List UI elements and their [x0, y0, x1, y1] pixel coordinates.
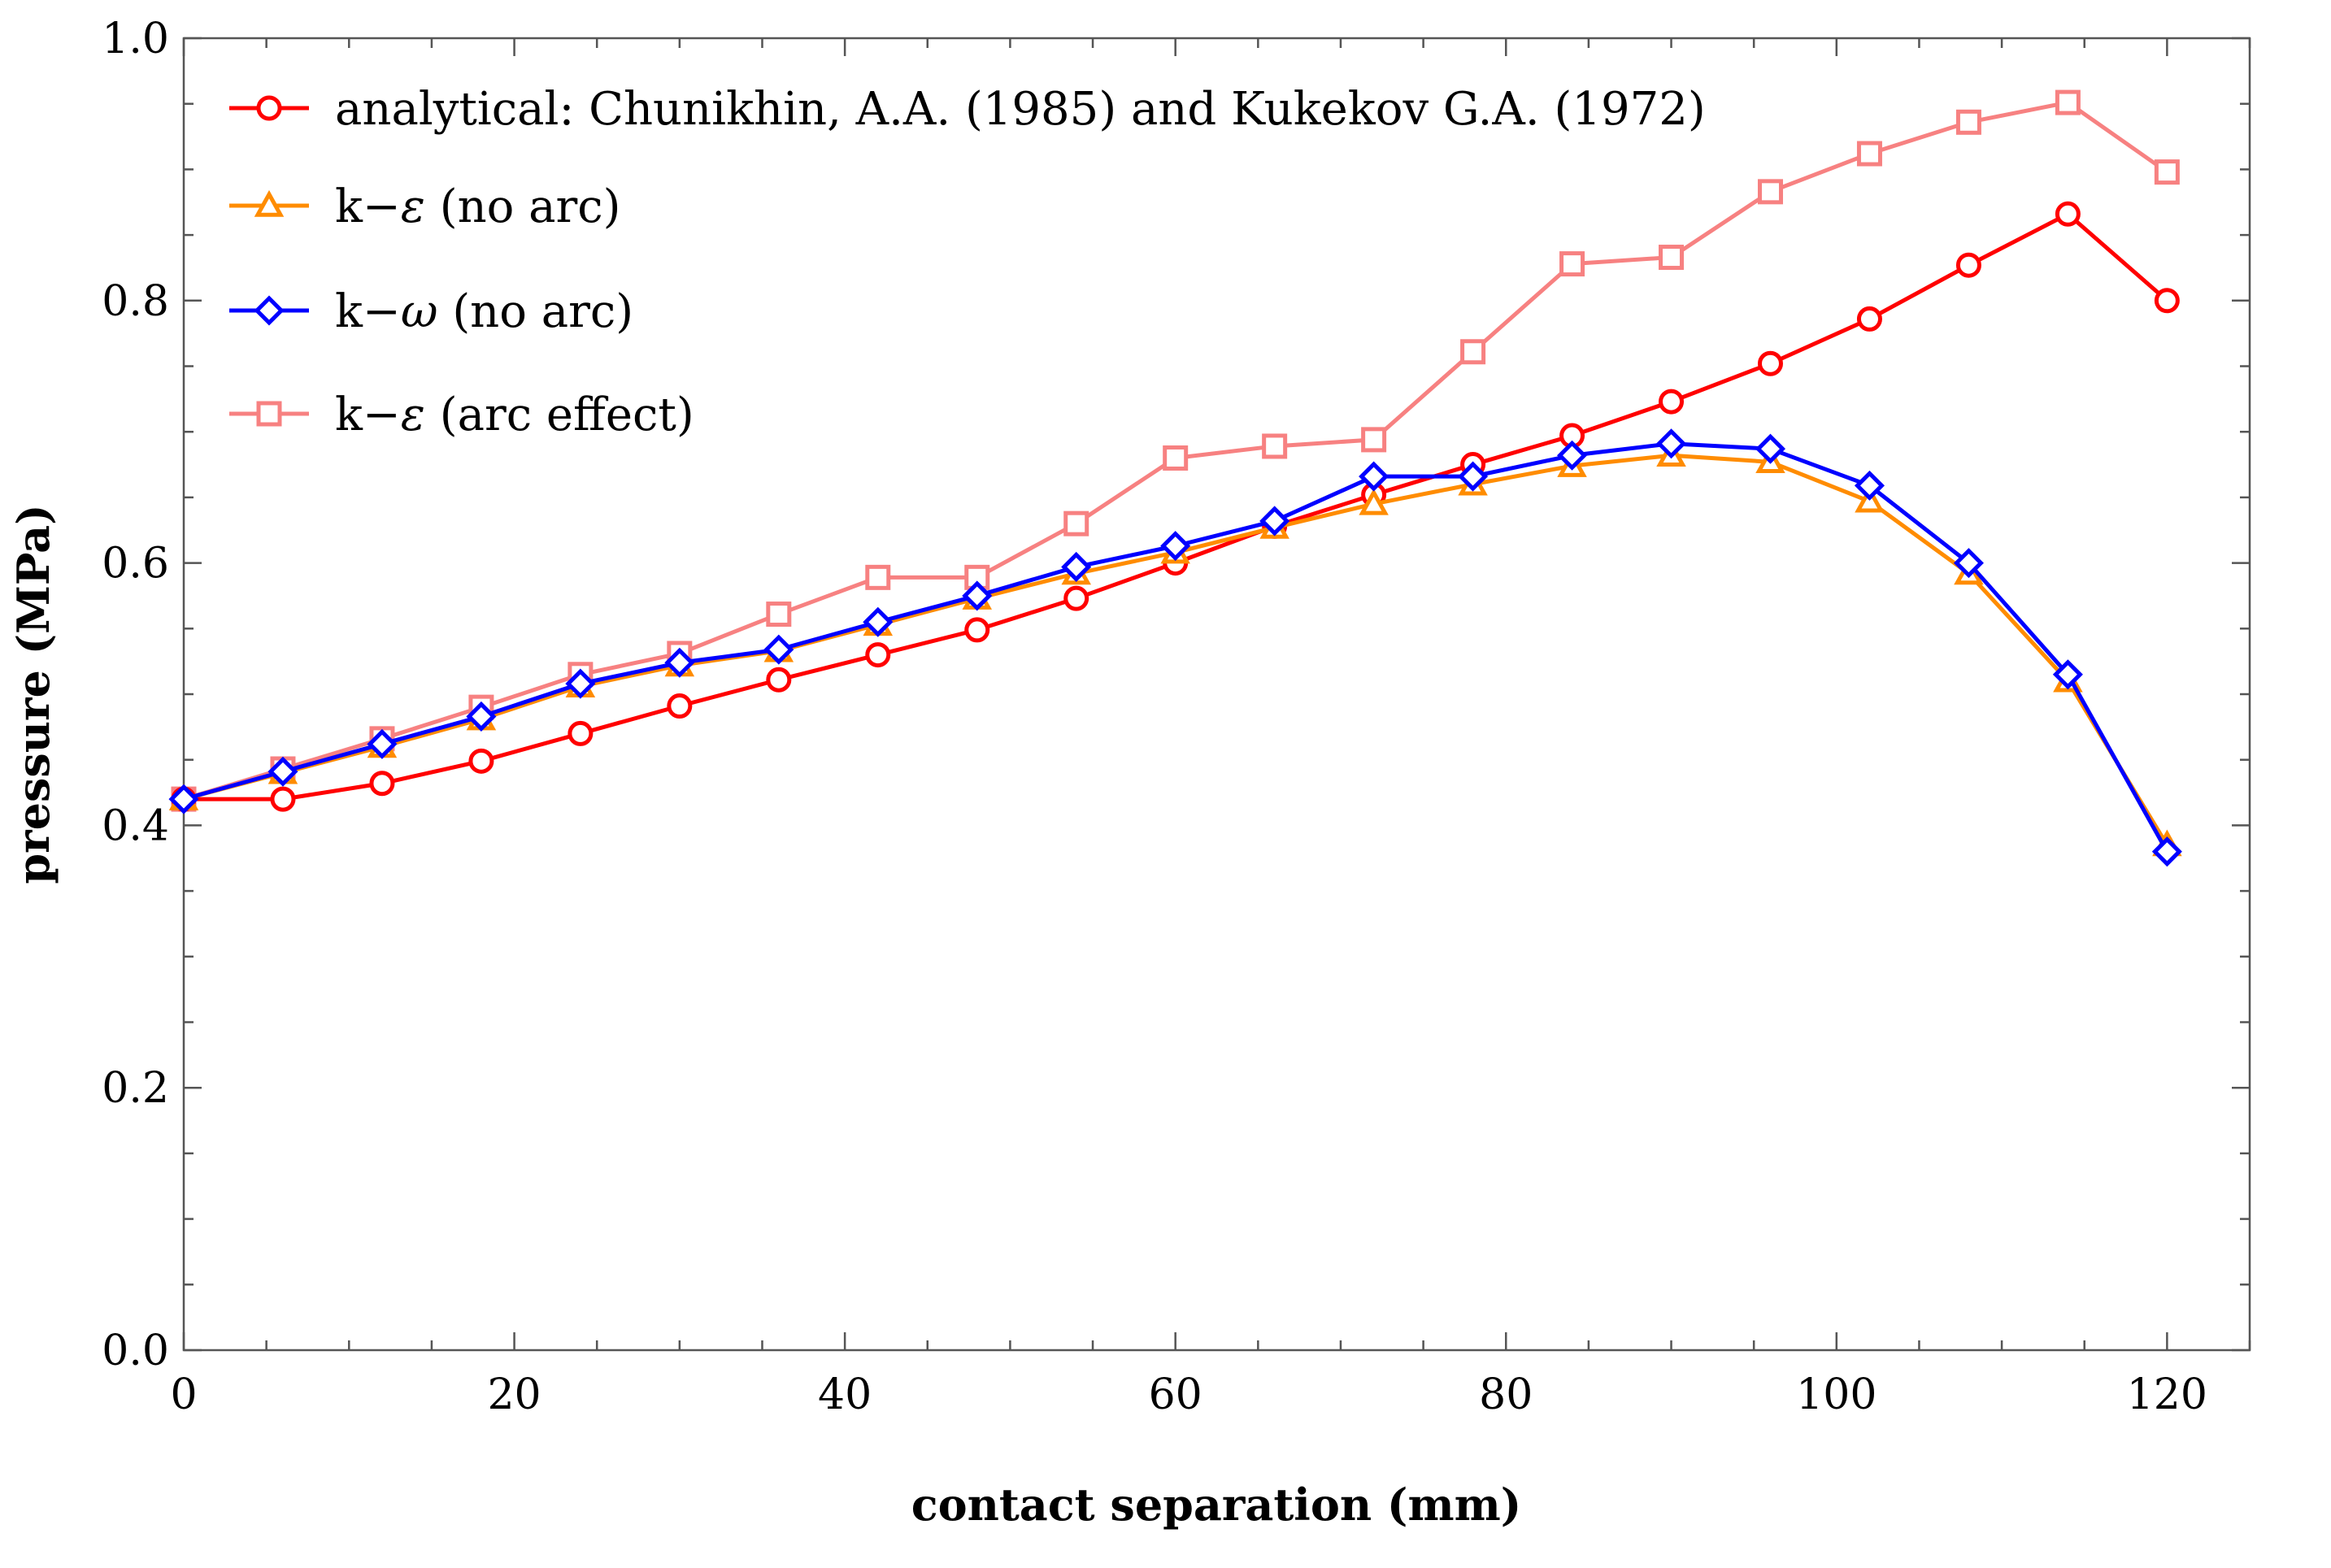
y-tick-label: 1.0: [102, 15, 169, 63]
y-axis-title: pressure (MPa): [7, 504, 59, 884]
data-point: [1262, 433, 1288, 459]
data-point: [2055, 89, 2081, 115]
legend-item: k−ε (arc effect): [229, 389, 694, 441]
x-tick-label: 20: [487, 1370, 541, 1419]
axis-ticks: [182, 37, 2251, 1352]
data-point: [1854, 470, 1885, 501]
data-point: [766, 667, 792, 693]
data-point: [1757, 350, 1783, 376]
y-tick-label: 0.6: [102, 540, 169, 589]
data-point: [1359, 461, 1389, 492]
legend-marker: [254, 295, 285, 326]
x-tick-label: 80: [1479, 1370, 1533, 1419]
legend-marker: [256, 401, 282, 427]
data-point: [468, 748, 494, 774]
legend-item: k−ω (no arc): [229, 285, 633, 338]
legend-marker: [254, 189, 285, 217]
data-point: [962, 580, 993, 611]
data-point: [267, 756, 298, 787]
x-tick-label: 60: [1149, 1370, 1202, 1419]
data-point: [1063, 585, 1089, 611]
data-point: [565, 668, 596, 699]
y-tick-label: 0.2: [102, 1064, 169, 1113]
legend-label: analytical: Chunikhin, A.A. (1985) and K…: [335, 83, 1706, 136]
y-tick-label: 0.4: [102, 801, 169, 850]
legend-item: analytical: Chunikhin, A.A. (1985) and K…: [229, 83, 1706, 136]
data-point: [1955, 252, 1981, 278]
data-point: [1755, 433, 1786, 464]
data-point: [1160, 531, 1191, 562]
data-point: [1458, 461, 1489, 492]
data-point: [2154, 159, 2180, 185]
legend-item: k−ε (no arc): [229, 180, 621, 233]
legend-label: k−ω (no arc): [335, 285, 633, 338]
data-point: [1856, 141, 1882, 167]
data-point: [1655, 428, 1687, 459]
data-point: [168, 784, 199, 814]
data-point: [1953, 548, 1984, 579]
y-tick-labels: 0.0 0.2 0.4 0.6 0.8 1.0: [102, 15, 169, 1375]
legend-marker: [256, 95, 282, 121]
x-axis-title: contact separation (mm): [911, 1479, 1522, 1531]
data-point: [568, 720, 594, 746]
data-point: [2052, 659, 2083, 690]
legend: analytical: Chunikhin, A.A. (1985) and K…: [229, 83, 1706, 441]
series-2: [168, 440, 2182, 857]
data-point: [2154, 288, 2180, 314]
x-tick-label: 0: [170, 1370, 197, 1419]
legend-label: k−ε (no arc): [335, 180, 621, 233]
data-point: [1559, 251, 1585, 277]
data-point: [367, 728, 398, 759]
data-point: [1359, 488, 1389, 515]
data-point: [2151, 836, 2182, 867]
data-point: [1757, 179, 1783, 205]
data-point: [270, 786, 296, 812]
data-point: [1063, 510, 1089, 536]
x-tick-labels: 0 20 40 60 80 100 120: [170, 1370, 2207, 1419]
data-point: [369, 771, 395, 797]
series-line: [183, 453, 2169, 846]
data-point: [1361, 427, 1387, 453]
data-point: [664, 647, 695, 678]
series-3: [168, 428, 2182, 867]
data-point: [2055, 201, 2081, 227]
data-point: [1557, 440, 1588, 471]
plot-frame: [182, 37, 2251, 1352]
x-tick-label: 40: [818, 1370, 872, 1419]
data-point: [1163, 445, 1189, 471]
data-point: [1659, 389, 1685, 415]
y-tick-label: 0.8: [102, 277, 169, 326]
data-point: [865, 642, 891, 668]
data-point: [466, 701, 497, 732]
data-point: [1856, 306, 1882, 332]
data-point: [763, 634, 794, 665]
data-point: [766, 602, 792, 628]
x-tick-label: 100: [1796, 1370, 1877, 1419]
data-point: [964, 617, 990, 643]
data-point: [1460, 339, 1486, 365]
series-layer: [168, 89, 2182, 867]
data-point: [1061, 551, 1092, 582]
data-point: [865, 564, 891, 590]
data-point: [667, 693, 693, 719]
legend-label: k−ε (arc effect): [335, 389, 694, 441]
y-tick-label: 0.0: [102, 1327, 169, 1375]
data-point: [1955, 109, 1981, 135]
data-point: [863, 606, 894, 637]
data-point: [1259, 506, 1290, 536]
data-point: [1659, 245, 1685, 271]
x-tick-label: 120: [2127, 1370, 2207, 1419]
